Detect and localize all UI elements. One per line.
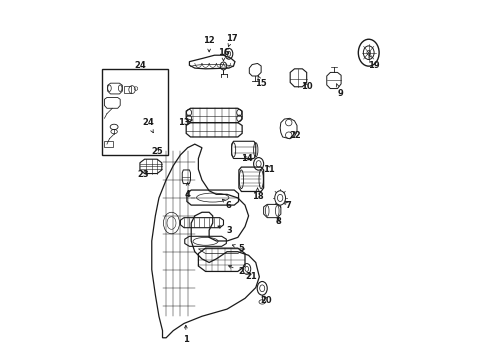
Text: 15: 15 — [255, 76, 267, 88]
Text: 10: 10 — [301, 82, 313, 91]
Bar — [101, 69, 168, 155]
Text: 17: 17 — [225, 34, 237, 46]
Text: 14: 14 — [241, 154, 253, 163]
Text: 23: 23 — [137, 170, 148, 179]
Bar — [104, 141, 113, 147]
Text: 20: 20 — [261, 296, 272, 305]
Text: 25: 25 — [151, 147, 163, 156]
Text: 13: 13 — [178, 118, 193, 127]
Text: 12: 12 — [203, 36, 215, 52]
Text: 11: 11 — [264, 165, 275, 174]
Text: 19: 19 — [368, 55, 379, 70]
Text: 18: 18 — [252, 188, 263, 201]
Text: 7: 7 — [285, 201, 291, 210]
Text: 2: 2 — [229, 266, 245, 276]
Text: 22: 22 — [289, 131, 301, 140]
Text: 6: 6 — [222, 199, 232, 210]
Text: 21: 21 — [245, 272, 257, 281]
Text: 24: 24 — [142, 118, 154, 133]
Text: 1: 1 — [183, 325, 189, 344]
Text: 5: 5 — [232, 244, 245, 253]
Text: 9: 9 — [336, 84, 343, 98]
Text: 4: 4 — [185, 183, 191, 199]
Text: 3: 3 — [218, 226, 232, 235]
Text: 8: 8 — [275, 217, 281, 226]
Text: 16: 16 — [218, 48, 229, 61]
Text: 24: 24 — [135, 60, 147, 69]
Bar — [124, 86, 131, 93]
